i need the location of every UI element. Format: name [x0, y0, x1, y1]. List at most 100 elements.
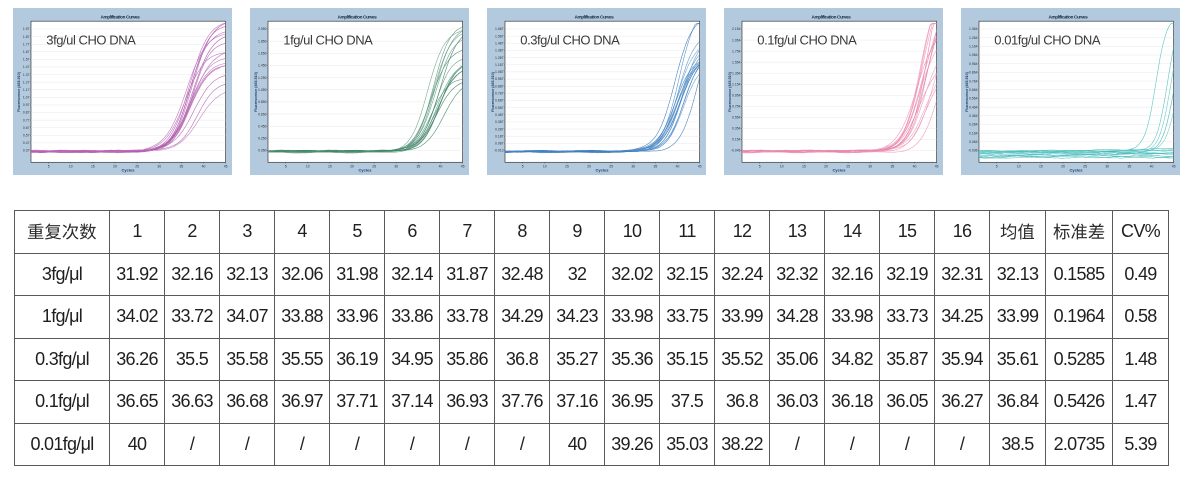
svg-text:0.87: 0.87 [23, 111, 30, 115]
svg-text:1.650: 1.650 [258, 52, 267, 56]
svg-text:40: 40 [1150, 165, 1154, 169]
svg-text:1.554: 1.554 [732, 60, 741, 64]
svg-text:1.050: 1.050 [258, 88, 267, 92]
svg-text:0.364: 0.364 [969, 114, 978, 118]
svg-text:1.587: 1.587 [495, 34, 504, 38]
svg-text:30: 30 [157, 165, 161, 169]
svg-text:1.97: 1.97 [23, 27, 30, 31]
svg-text:1.27: 1.27 [23, 80, 30, 84]
svg-text:Amplification Curves: Amplification Curves [1049, 14, 1089, 19]
svg-text:0.67: 0.67 [23, 126, 30, 130]
svg-text:1.850: 1.850 [258, 39, 267, 43]
svg-text:Cycles: Cycles [596, 168, 610, 173]
svg-text:15: 15 [91, 165, 95, 169]
svg-text:0.450: 0.450 [258, 124, 267, 128]
svg-text:10: 10 [1017, 165, 1021, 169]
svg-text:35: 35 [180, 165, 184, 169]
svg-text:Fluorescence (465-510): Fluorescence (465-510) [491, 71, 495, 112]
svg-text:15: 15 [328, 165, 332, 169]
svg-text:-0.046: -0.046 [731, 149, 741, 153]
svg-text:3fg/ul CHO DNA: 3fg/ul CHO DNA [46, 32, 136, 47]
svg-text:5: 5 [285, 165, 287, 169]
svg-text:1.287: 1.287 [495, 56, 504, 60]
svg-text:1.164: 1.164 [969, 45, 978, 49]
svg-text:15: 15 [565, 165, 569, 169]
svg-text:1.487: 1.487 [495, 41, 504, 45]
svg-text:Amplification Curves: Amplification Curves [812, 14, 852, 19]
svg-text:1.364: 1.364 [969, 27, 978, 31]
svg-text:20: 20 [824, 165, 828, 169]
svg-text:0.650: 0.650 [258, 112, 267, 116]
svg-text:45: 45 [935, 165, 939, 169]
svg-text:45: 45 [698, 165, 702, 169]
svg-text:0.850: 0.850 [258, 100, 267, 104]
svg-text:30: 30 [868, 165, 872, 169]
svg-text:0.187: 0.187 [495, 134, 504, 138]
svg-text:15: 15 [1039, 165, 1043, 169]
svg-text:1.754: 1.754 [732, 49, 741, 53]
svg-text:1.087: 1.087 [495, 70, 504, 74]
svg-text:0.37: 0.37 [23, 149, 30, 153]
svg-text:1fg/ul CHO DNA: 1fg/ul CHO DNA [283, 32, 373, 47]
svg-text:40: 40 [202, 165, 206, 169]
svg-text:1.387: 1.387 [495, 49, 504, 53]
svg-text:0.587: 0.587 [495, 106, 504, 110]
svg-text:0.554: 0.554 [732, 116, 741, 120]
svg-text:15: 15 [802, 165, 806, 169]
svg-text:0.764: 0.764 [969, 79, 978, 83]
svg-text:1.87: 1.87 [23, 35, 30, 39]
svg-text:0.864: 0.864 [969, 71, 978, 75]
svg-text:35: 35 [417, 165, 421, 169]
svg-text:25: 25 [609, 165, 613, 169]
svg-text:10: 10 [306, 165, 310, 169]
svg-text:45: 45 [461, 165, 465, 169]
svg-text:10: 10 [543, 165, 547, 169]
svg-text:0.154: 0.154 [732, 138, 741, 142]
svg-text:Fluorescence (465-510): Fluorescence (465-510) [965, 71, 969, 112]
svg-text:1.154: 1.154 [732, 82, 741, 86]
svg-text:-0.013: -0.013 [494, 149, 504, 153]
svg-text:Fluorescence (465-510): Fluorescence (465-510) [254, 71, 258, 112]
svg-text:Cycles: Cycles [1070, 168, 1084, 173]
svg-text:Fluorescence (465-510): Fluorescence (465-510) [17, 71, 21, 112]
svg-text:0.1fg/ul CHO DNA: 0.1fg/ul CHO DNA [757, 32, 857, 47]
svg-text:0.354: 0.354 [732, 127, 741, 131]
svg-text:1.354: 1.354 [732, 71, 741, 75]
svg-text:20: 20 [350, 165, 354, 169]
svg-text:20: 20 [1061, 165, 1065, 169]
svg-text:1.47: 1.47 [23, 65, 30, 69]
svg-text:Amplification Curves: Amplification Curves [575, 14, 615, 19]
svg-text:1.187: 1.187 [495, 63, 504, 67]
svg-text:35: 35 [654, 165, 658, 169]
svg-text:25: 25 [135, 165, 139, 169]
svg-text:Fluorescence (465-510): Fluorescence (465-510) [728, 71, 732, 112]
svg-text:30: 30 [394, 165, 398, 169]
svg-text:1.67: 1.67 [23, 50, 30, 54]
svg-text:5: 5 [759, 165, 761, 169]
svg-text:1.264: 1.264 [969, 36, 978, 40]
svg-text:0.687: 0.687 [495, 99, 504, 103]
svg-text:5: 5 [48, 165, 50, 169]
svg-text:25: 25 [846, 165, 850, 169]
svg-text:0.954: 0.954 [732, 93, 741, 97]
svg-text:10: 10 [780, 165, 784, 169]
svg-text:25: 25 [1083, 165, 1087, 169]
svg-text:30: 30 [631, 165, 635, 169]
svg-text:0.964: 0.964 [969, 62, 978, 66]
svg-text:40: 40 [676, 165, 680, 169]
svg-text:1.064: 1.064 [969, 53, 978, 57]
svg-text:0.77: 0.77 [23, 118, 30, 122]
svg-text:0.387: 0.387 [495, 120, 504, 124]
svg-text:1.17: 1.17 [23, 88, 30, 92]
svg-text:1.250: 1.250 [258, 76, 267, 80]
svg-text:0.287: 0.287 [495, 127, 504, 131]
svg-text:5: 5 [522, 165, 524, 169]
svg-text:1.450: 1.450 [258, 64, 267, 68]
svg-text:0.787: 0.787 [495, 92, 504, 96]
svg-text:20: 20 [113, 165, 117, 169]
svg-text:0.064: 0.064 [969, 140, 978, 144]
svg-text:Cycles: Cycles [833, 168, 847, 173]
svg-text:0.264: 0.264 [969, 123, 978, 127]
svg-text:5: 5 [996, 165, 998, 169]
svg-text:Cycles: Cycles [359, 168, 373, 173]
